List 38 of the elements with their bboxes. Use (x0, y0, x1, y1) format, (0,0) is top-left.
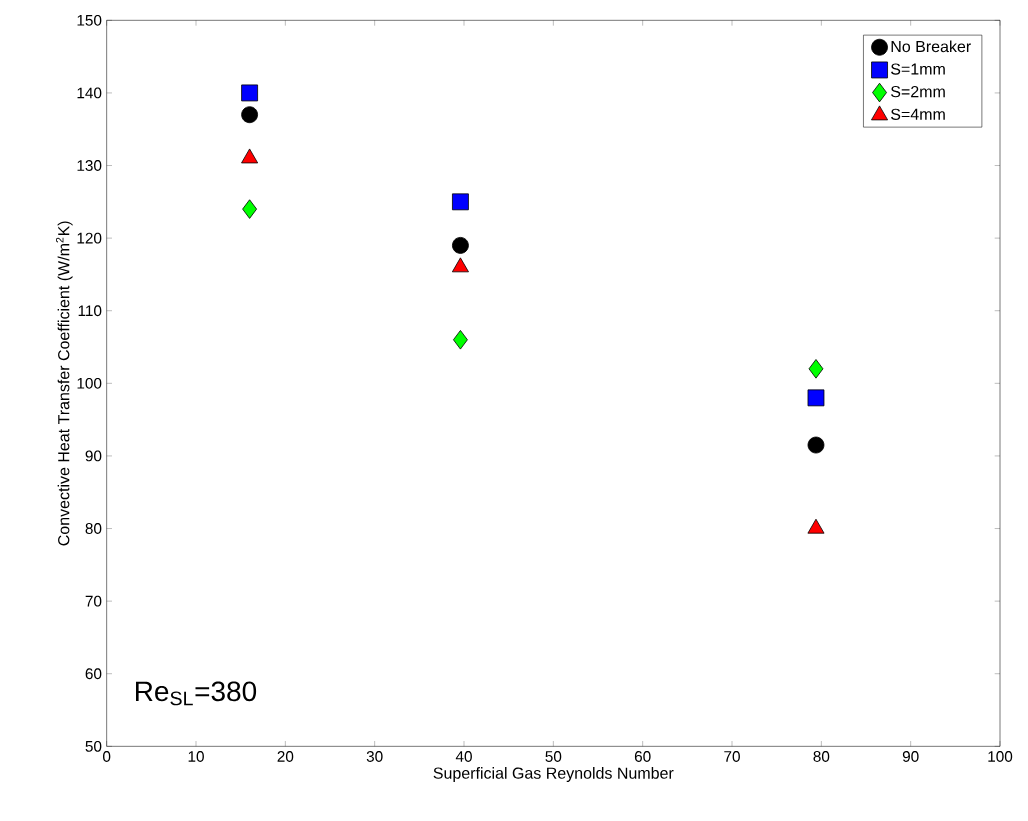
x-axis-title: Superficial Gas Reynolds Number (433, 767, 674, 782)
legend-label: S=2mm (891, 85, 945, 98)
y-tick-label: 90 (85, 450, 102, 462)
y-tick-label: 50 (85, 740, 102, 752)
point (242, 199, 257, 219)
x-tick-label: 20 (277, 751, 294, 762)
legend-label: No Breaker (891, 40, 971, 53)
y-tick-label: 60 (85, 668, 102, 680)
x-tick-label: 90 (902, 751, 919, 762)
point (807, 389, 825, 407)
x-tick-label: 100 (988, 751, 1013, 762)
point (807, 436, 825, 454)
legend-label: S=1mm (891, 63, 945, 75)
x-tick-label: 60 (634, 751, 651, 762)
y-axis-title: Convective Heat Transfer Coefficient (W/m$^{2}$K) (55, 221, 73, 546)
point (453, 330, 468, 350)
point (241, 106, 258, 124)
x-tick-label: 0 (103, 751, 111, 762)
y-tick-label: 80 (85, 523, 102, 534)
annotation: Re$_{SL}$=380 (136, 681, 257, 706)
y-tick-label: 70 (85, 595, 102, 607)
y-tick-label: 110 (78, 305, 102, 317)
y-tick-label: 140 (77, 87, 102, 99)
y-tick-label: 120 (77, 232, 102, 244)
x-tick-label: 80 (813, 751, 830, 762)
point (452, 193, 469, 211)
x-tick-label: 10 (188, 751, 204, 762)
y-tick-label: 150 (77, 14, 102, 26)
x-tick-label: 30 (366, 751, 383, 762)
point (808, 359, 824, 379)
point (241, 84, 258, 102)
y-tick-label: 130 (77, 160, 102, 171)
x-tick-label: 70 (724, 751, 740, 762)
y-tick-label: 100 (77, 377, 102, 389)
x-tick-label: 50 (545, 751, 562, 762)
legend-label: S=4mm (891, 108, 945, 120)
point (452, 236, 469, 254)
x-tick-label: 40 (455, 751, 472, 762)
